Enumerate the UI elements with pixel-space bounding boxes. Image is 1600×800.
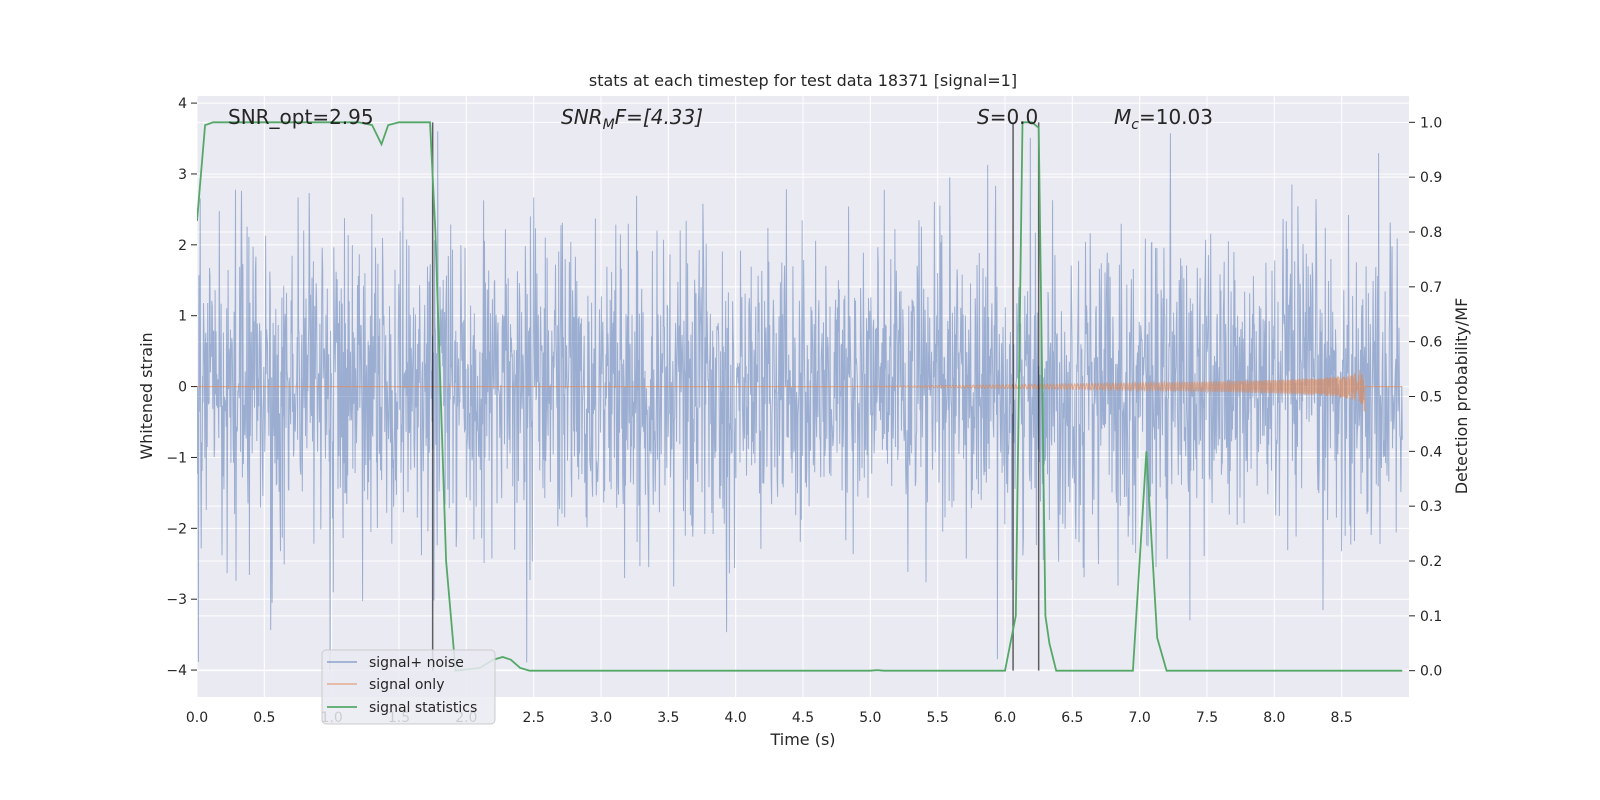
x-tick-label: 0.5 [253,710,275,726]
x-tick-label: 0.0 [186,710,208,726]
x-axis-label: Time (s) [769,730,835,749]
y-tick-label-right: 0.9 [1420,170,1442,186]
y-tick-label-right: 0.0 [1420,664,1442,680]
y-tick-label-right: 0.6 [1420,335,1442,351]
x-tick-label: 3.5 [657,710,679,726]
x-tick-label: 7.0 [1129,710,1151,726]
x-tick-label: 4.0 [725,710,747,726]
signal-noise-line [197,131,1403,671]
y-tick-label-left: 3 [178,167,187,183]
annotation-snr-mf: SNRMF=[4.33] [561,105,703,133]
y-axis-label-right: Detection probability/MF [1452,298,1471,495]
series-signal-noise [197,131,1403,671]
annotation-snr-opt: SNR_opt=2.95 [228,105,374,129]
vertical-markers [431,122,1040,671]
y-tick-label-left: 0 [178,380,187,396]
y-tick-label-left: −2 [166,521,187,537]
x-tick-label: 4.5 [792,710,814,726]
x-tick-label: 5.0 [859,710,881,726]
y-tick-label-right: 0.3 [1420,499,1442,515]
y-tick-label-right: 0.8 [1420,225,1442,241]
x-tick-label: 7.5 [1196,710,1218,726]
y-tick-label-right: 0.4 [1420,444,1442,460]
annotation-s: S=0.0 [977,105,1038,129]
legend-label-signal-statistics: signal statistics [369,700,477,716]
y-tick-label-right: 0.5 [1420,390,1442,406]
x-tick-label: 8.5 [1331,710,1353,726]
x-tick-label: 5.5 [927,710,949,726]
y-tick-label-left: 4 [178,96,187,112]
y-tick-label-left: −4 [166,663,187,679]
y-tick-label-left: −3 [166,592,187,608]
legend-label-signal-noise: signal+ noise [369,655,464,671]
legend: signal+ noise signal only signal statist… [321,649,496,725]
y-tick-label-left: 1 [178,309,187,325]
x-tick-label: 6.5 [1061,710,1083,726]
x-tick-label: 8.0 [1263,710,1285,726]
annotation-mc: Mc=10.03 [1114,105,1213,133]
series-signal-statistics [197,121,1403,672]
series-signal-only [197,369,1403,412]
legend-label-signal-only: signal only [369,677,444,693]
y-tick-label-left: 2 [178,238,187,254]
chart-title: stats at each timestep for test data 183… [589,71,1017,90]
y-tick-label-right: 0.1 [1420,609,1442,625]
x-tick-label: 6.0 [994,710,1016,726]
x-tick-label: 3.0 [590,710,612,726]
y-tick-label-right: 0.2 [1420,554,1442,570]
y-tick-label-right: 0.7 [1420,280,1442,296]
y-tick-label-left: −1 [166,450,187,466]
x-tick-label: 2.5 [523,710,545,726]
y-tick-label-right: 1.0 [1420,115,1442,131]
signal-only-line [197,369,1403,412]
y-axis-label-left: Whitened strain [137,332,156,459]
legend-box [321,649,496,725]
signal-statistics-line [197,121,1403,672]
plot-area [197,121,1403,672]
